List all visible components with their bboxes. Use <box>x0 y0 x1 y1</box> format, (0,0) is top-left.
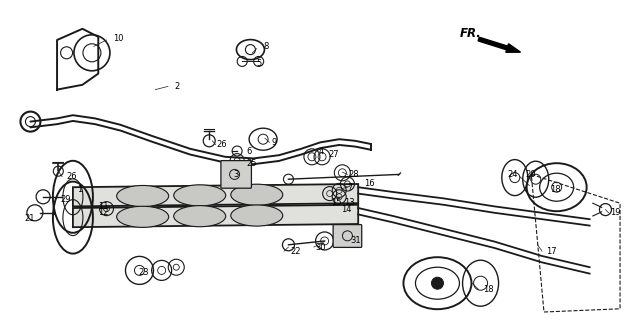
Text: 25: 25 <box>246 159 257 168</box>
Text: 23: 23 <box>138 268 149 277</box>
Text: 14: 14 <box>341 205 352 214</box>
Polygon shape <box>73 184 358 206</box>
FancyBboxPatch shape <box>333 225 362 247</box>
Text: 30: 30 <box>316 243 327 252</box>
Text: 10: 10 <box>113 34 124 43</box>
Ellipse shape <box>174 185 226 206</box>
Text: 11: 11 <box>98 202 109 211</box>
Text: 16: 16 <box>365 179 375 188</box>
Ellipse shape <box>174 206 226 227</box>
Text: 13: 13 <box>344 198 354 207</box>
Text: 1: 1 <box>77 185 82 194</box>
Text: 21: 21 <box>24 214 35 223</box>
Text: 19: 19 <box>610 208 621 217</box>
Text: 18: 18 <box>483 285 494 294</box>
Text: 2: 2 <box>174 82 179 91</box>
Text: 3: 3 <box>233 170 238 179</box>
Text: FR.: FR. <box>460 27 481 40</box>
Text: 20: 20 <box>525 170 536 179</box>
Text: 24: 24 <box>507 170 518 179</box>
Text: 8: 8 <box>263 42 268 51</box>
Ellipse shape <box>231 205 283 226</box>
Circle shape <box>432 277 443 289</box>
Text: 27: 27 <box>328 150 339 159</box>
Text: 29: 29 <box>60 195 71 204</box>
Text: 12: 12 <box>98 208 109 217</box>
FancyArrow shape <box>478 37 521 52</box>
Text: 26: 26 <box>67 172 77 181</box>
FancyBboxPatch shape <box>221 161 252 188</box>
Ellipse shape <box>117 186 169 207</box>
Text: 18: 18 <box>550 185 561 194</box>
Text: 5: 5 <box>257 60 262 68</box>
Text: 17: 17 <box>547 247 557 256</box>
Text: 4: 4 <box>318 148 323 156</box>
Polygon shape <box>73 205 358 227</box>
Text: 15: 15 <box>331 198 342 207</box>
Ellipse shape <box>117 206 169 228</box>
Text: 9: 9 <box>271 138 276 147</box>
Ellipse shape <box>231 184 283 205</box>
Text: 6: 6 <box>246 147 251 156</box>
Text: 28: 28 <box>349 170 359 179</box>
Text: 7: 7 <box>347 183 353 192</box>
Text: 22: 22 <box>290 247 301 256</box>
Text: 26: 26 <box>217 140 228 149</box>
Text: 31: 31 <box>350 236 361 245</box>
